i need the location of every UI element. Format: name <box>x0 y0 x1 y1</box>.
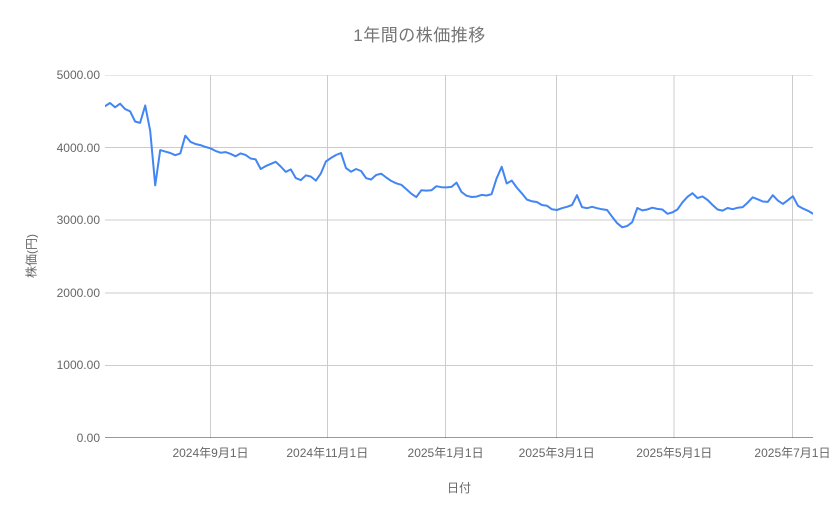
y-tick-label: 1000.00 <box>56 358 100 373</box>
x-tick-label: 2024年11月1日 <box>286 446 369 460</box>
y-axis-title: 株価(円) <box>24 234 39 278</box>
y-tick-label: 4000.00 <box>56 140 100 155</box>
x-tick-label: 2025年1月1日 <box>407 446 484 460</box>
x-axis-title: 日付 <box>446 481 471 495</box>
y-tick-label: 5000.00 <box>56 68 100 82</box>
plot-area <box>105 75 813 438</box>
y-tick-label: 2000.00 <box>56 285 100 300</box>
y-tick-label: 0.00 <box>76 431 100 445</box>
chart-title: 1年間の株価推移 <box>353 26 486 45</box>
y-tick-label: 3000.00 <box>56 213 100 228</box>
price-line-plot <box>105 75 813 438</box>
x-tick-label: 2025年5月1日 <box>636 446 713 460</box>
x-tick-label: 2024年9月1日 <box>172 446 249 460</box>
x-tick-label: 2025年7月1日 <box>754 446 831 460</box>
price-line <box>105 102 813 229</box>
x-tick-label: 2025年3月1日 <box>518 446 595 460</box>
